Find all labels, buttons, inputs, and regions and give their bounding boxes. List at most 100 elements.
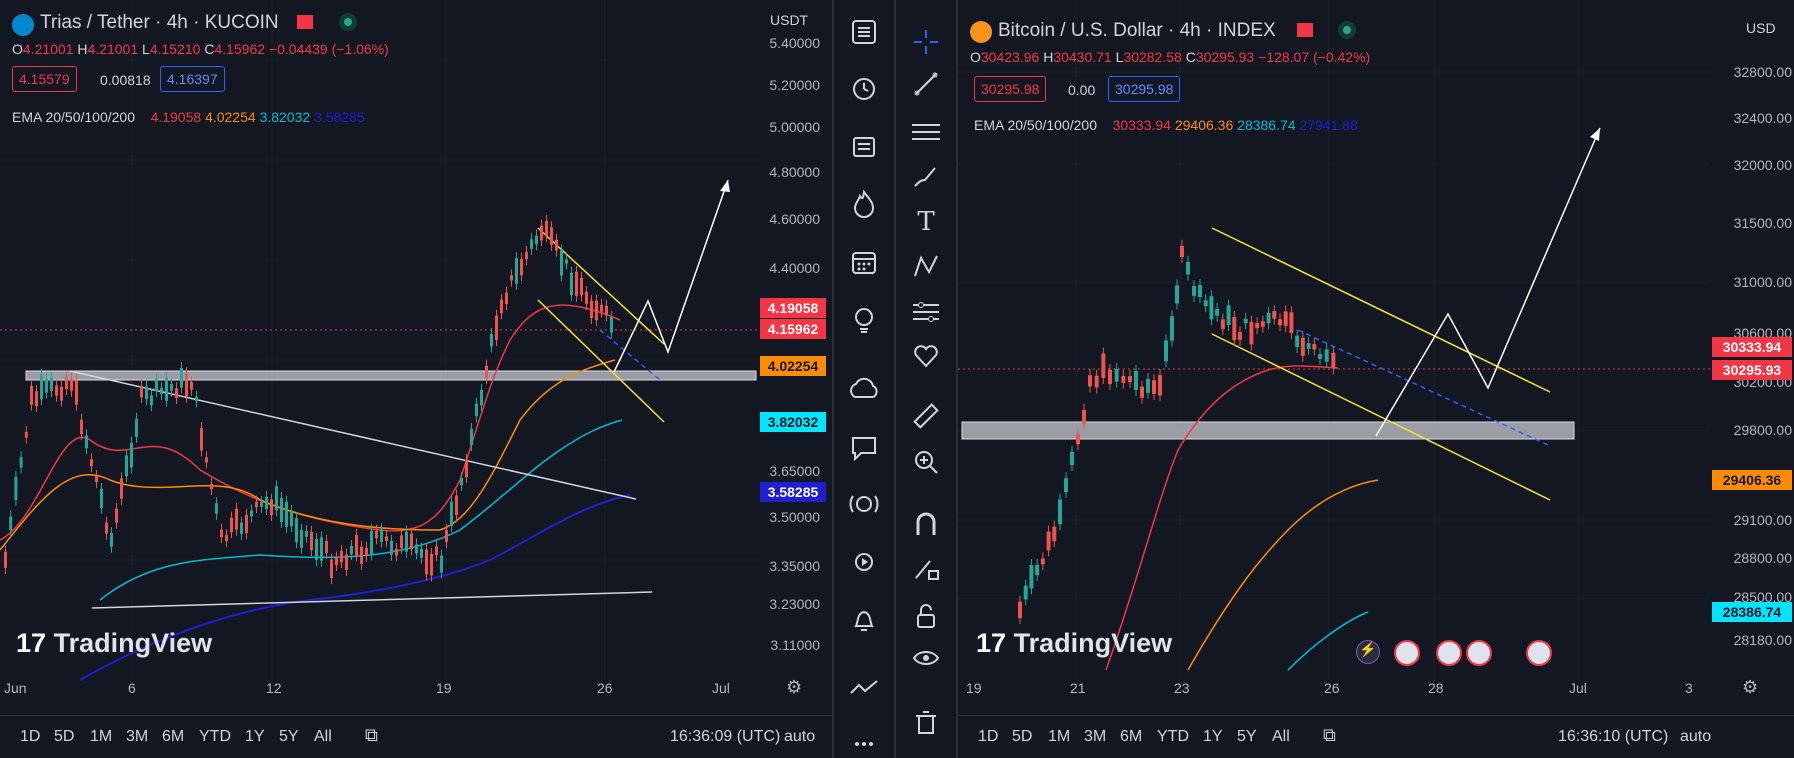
left-pair-title[interactable]: Trias / Tether · 4h · KUCOIN <box>40 12 279 33</box>
heart-icon[interactable] <box>896 334 956 378</box>
flag-icon[interactable] <box>1297 23 1313 37</box>
right-time-axis[interactable]: 19 21 23 26 28 Jul 3 ⚙ <box>966 677 1759 697</box>
candle-body <box>110 533 113 547</box>
range-3m[interactable]: 3M <box>1084 728 1107 745</box>
range-6m[interactable]: 6M <box>1120 728 1143 745</box>
candle-body <box>490 334 493 347</box>
range-5d[interactable]: 5D <box>54 728 75 745</box>
range-5y[interactable]: 5Y <box>279 728 299 745</box>
right-chart-panel[interactable]: T Bitcoin / U.S. <box>896 0 1794 758</box>
left-chart-panel[interactable]: Trias / Tether · 4h · KUCOIN O4.21001 H4… <box>0 0 834 758</box>
drawing-toolbar: T <box>896 0 958 758</box>
bitcoin-icon <box>970 21 992 43</box>
alarm-clock-icon[interactable] <box>834 66 894 110</box>
candle-body <box>145 386 148 400</box>
ema100-line <box>1287 611 1369 671</box>
forecast-icon[interactable] <box>896 290 956 334</box>
candle-body <box>1220 319 1225 330</box>
range-1d[interactable]: 1D <box>978 728 999 745</box>
range-1m[interactable]: 1M <box>90 728 113 745</box>
chat-cloud-icon[interactable] <box>834 368 894 412</box>
trendline-icon[interactable] <box>896 62 956 106</box>
trash-icon[interactable] <box>896 700 956 744</box>
candle-body <box>1152 380 1156 394</box>
right-currency[interactable]: USD <box>1746 20 1776 36</box>
range-ytd[interactable]: YTD <box>1157 728 1189 745</box>
candle-body <box>1243 318 1248 324</box>
candle-body <box>210 483 213 490</box>
right-pair-title[interactable]: Bitcoin / U.S. Dollar · 4h · INDEX <box>998 20 1276 41</box>
pattern-icon[interactable] <box>896 245 956 289</box>
left-auto-toggle[interactable]: auto <box>784 728 816 745</box>
candle-body <box>310 531 313 551</box>
range-ytd[interactable]: YTD <box>199 728 231 745</box>
lock-draw-icon[interactable] <box>896 546 956 590</box>
candle-body <box>75 380 78 405</box>
unlock-icon[interactable] <box>896 594 956 638</box>
date-range-icon[interactable]: ⧉ <box>365 725 378 745</box>
projection-path <box>1375 127 1601 437</box>
notification-bell-icon[interactable] <box>834 598 894 642</box>
trend-icon[interactable] <box>834 666 894 710</box>
range-all[interactable]: All <box>314 728 332 745</box>
right-clock: 16:36:10 (UTC) <box>1558 728 1669 745</box>
ruler-icon[interactable] <box>896 394 956 438</box>
wedge-lower-line <box>537 299 665 423</box>
right-chart-canvas[interactable] <box>958 0 1710 680</box>
range-1m[interactable]: 1M <box>1048 728 1071 745</box>
zoom-icon[interactable] <box>896 440 956 484</box>
range-all[interactable]: All <box>1272 728 1290 745</box>
candle-body <box>1146 379 1150 393</box>
date-range-icon[interactable]: ⧉ <box>1323 725 1336 745</box>
range-1d[interactable]: 1D <box>20 728 41 745</box>
brush-icon[interactable] <box>896 155 956 199</box>
candle-body <box>90 459 93 467</box>
chart-settings-icon[interactable]: ⚙ <box>786 677 803 697</box>
stream-lightbulb-icon[interactable] <box>834 484 894 528</box>
right-bid-box[interactable]: 30295.98 <box>974 76 1047 102</box>
range-1y[interactable]: 1Y <box>245 728 265 745</box>
candle-body <box>425 549 428 575</box>
right-ema-legend[interactable]: EMA 20/50/100/200 30333.94 29406.36 2838… <box>974 117 1358 133</box>
candle-body <box>115 508 118 523</box>
range-5d[interactable]: 5D <box>1012 728 1033 745</box>
candle-body <box>480 389 483 406</box>
left-clock: 16:36:09 (UTC) <box>670 728 781 745</box>
text-icon[interactable]: T <box>917 207 935 237</box>
flag-icon[interactable] <box>297 15 313 29</box>
candle-body <box>1180 245 1184 257</box>
more-icon[interactable] <box>834 722 894 758</box>
idea-lightbulb-icon[interactable] <box>834 298 894 342</box>
left-ema-legend[interactable]: EMA 20/50/100/200 4.19058 4.02254 3.8203… <box>12 109 365 125</box>
candle-body <box>565 259 568 264</box>
right-auto-toggle[interactable]: auto <box>1680 728 1712 745</box>
right-price-axis[interactable]: USD 32800.00 32400.00 32000.00 31500.00 … <box>1710 0 1794 690</box>
range-1y[interactable]: 1Y <box>1203 728 1223 745</box>
candle-body <box>405 531 408 552</box>
range-6m[interactable]: 6M <box>162 728 185 745</box>
watchlist-icon[interactable] <box>834 124 894 168</box>
fib-icon[interactable] <box>896 110 956 154</box>
hotlist-fire-icon[interactable] <box>834 182 894 226</box>
range-3m[interactable]: 3M <box>126 728 149 745</box>
magnet-icon[interactable] <box>896 502 956 546</box>
left-ask-box[interactable]: 4.16397 <box>160 66 225 92</box>
left-bid-box[interactable]: 4.15579 <box>12 66 77 92</box>
menu-icon[interactable] <box>834 10 894 54</box>
chat-bubble-icon[interactable] <box>834 426 894 470</box>
chart-settings-icon[interactable]: ⚙ <box>1742 677 1759 697</box>
left-currency[interactable]: USDT <box>770 12 809 28</box>
left-chart-canvas[interactable] <box>0 0 760 690</box>
crosshair-icon[interactable] <box>896 20 956 64</box>
eye-icon[interactable] <box>896 636 956 680</box>
range-5y[interactable]: 5Y <box>1237 728 1257 745</box>
right-ask-box[interactable]: 30295.98 <box>1108 76 1181 102</box>
calendar-icon[interactable] <box>834 240 894 284</box>
candle-body <box>570 272 573 296</box>
candle-body <box>65 377 68 389</box>
candle-body <box>235 508 238 530</box>
left-price-axis[interactable]: USDT 5.40000 5.20000 5.00000 4.80000 4.6… <box>760 0 832 690</box>
replay-icon[interactable] <box>834 540 894 584</box>
candle-body <box>120 478 123 499</box>
left-time-axis[interactable]: Jun 6 12 19 26 Jul ⚙ <box>4 677 803 697</box>
